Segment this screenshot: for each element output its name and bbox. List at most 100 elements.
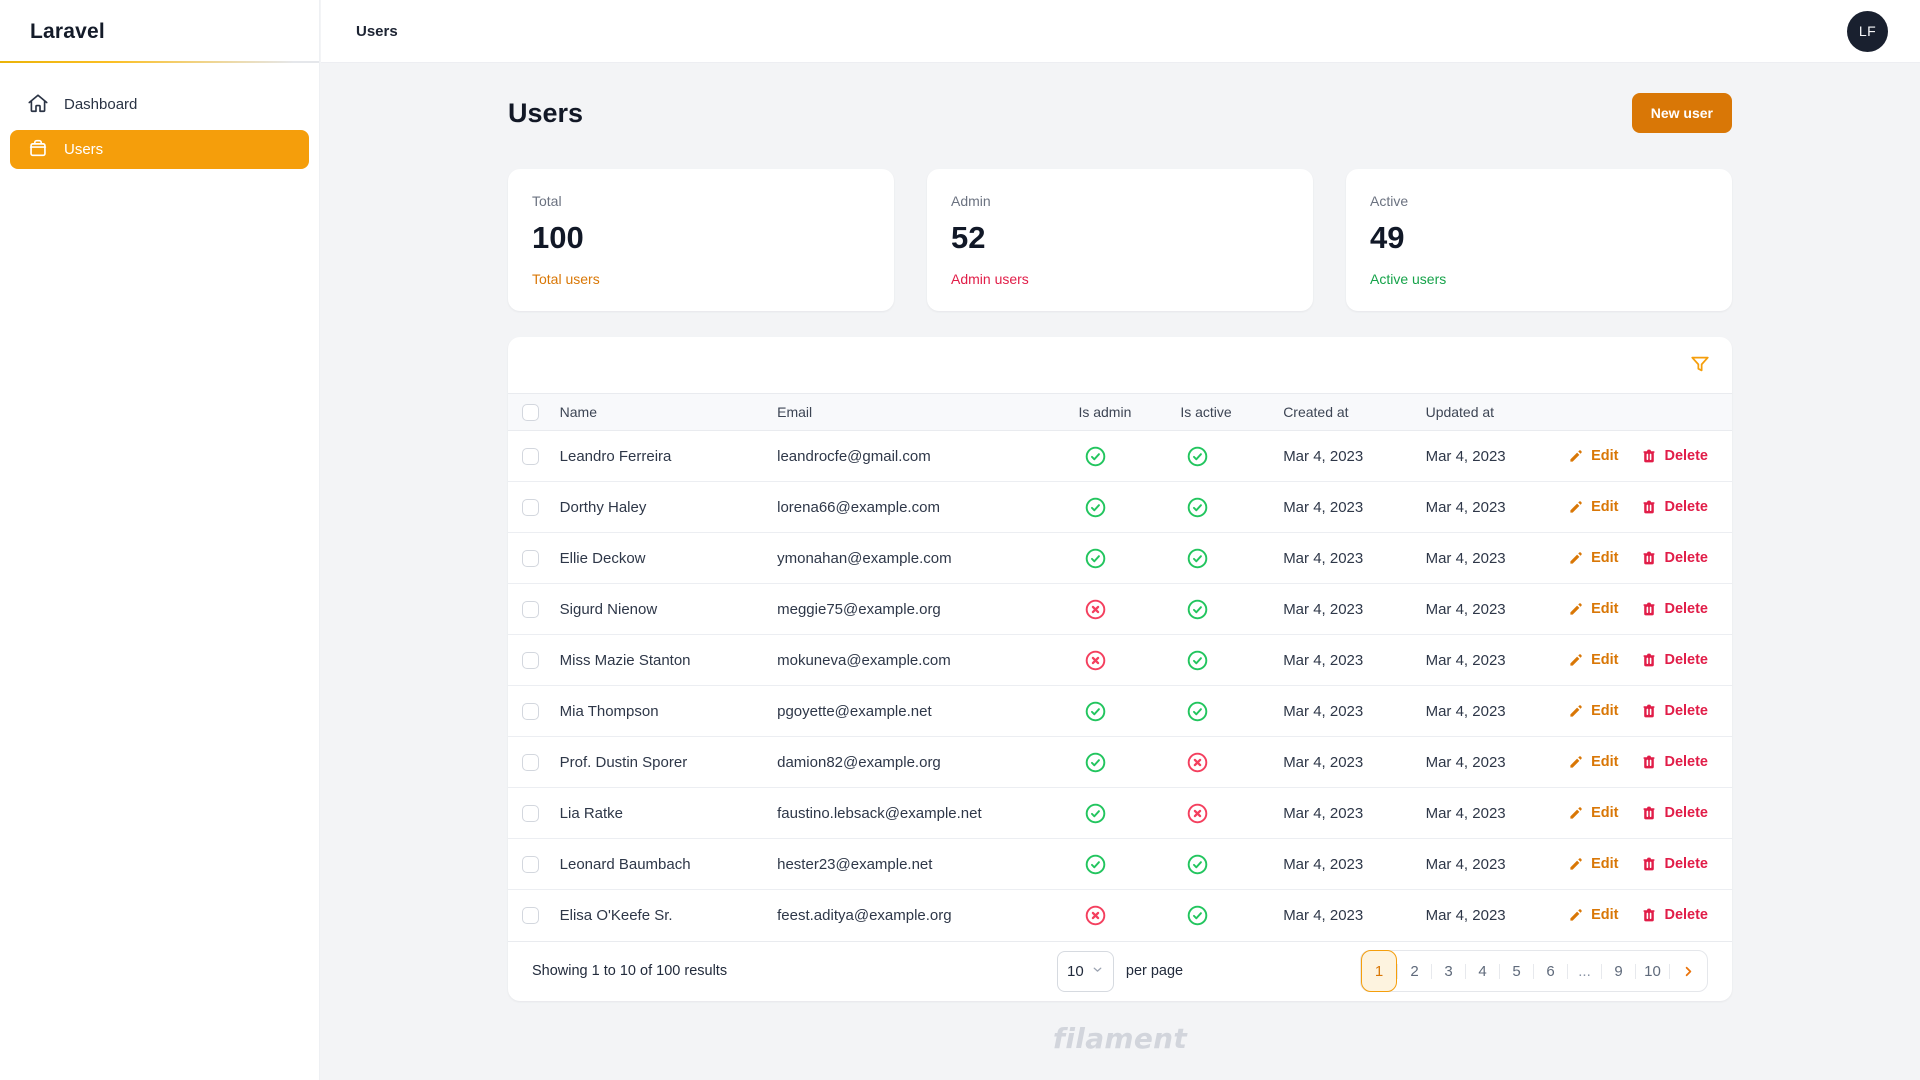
- cell-email: leandrocfe@gmail.com: [777, 430, 1079, 482]
- select-all-checkbox[interactable]: [522, 403, 539, 421]
- cell-updated-at: Mar 4, 2023: [1425, 906, 1506, 924]
- edit-button[interactable]: Edit: [1568, 601, 1618, 617]
- delete-button[interactable]: Delete: [1641, 754, 1708, 770]
- edit-button[interactable]: Edit: [1568, 703, 1618, 719]
- edit-button[interactable]: Edit: [1568, 754, 1618, 770]
- edit-button[interactable]: Edit: [1568, 652, 1618, 668]
- pager-divider: [1431, 963, 1432, 979]
- funnel-icon: [1689, 353, 1711, 378]
- pager-divider: [1567, 963, 1568, 979]
- check-circle-icon: [1084, 445, 1107, 468]
- column-header-name[interactable]: Name: [559, 393, 778, 431]
- pencil-icon: [1568, 907, 1584, 923]
- cell-name: Dorthy Haley: [559, 481, 778, 533]
- cell-is-admin: [1078, 481, 1181, 533]
- cell-name: Leonard Baumbach: [559, 838, 778, 890]
- pager-page-4[interactable]: 4: [1478, 962, 1487, 980]
- pager-page-2[interactable]: 2: [1410, 962, 1419, 980]
- delete-button[interactable]: Delete: [1641, 448, 1708, 464]
- filter-button[interactable]: [1685, 349, 1715, 382]
- edit-button[interactable]: Edit: [1568, 499, 1618, 515]
- check-circle-icon: [1084, 751, 1107, 774]
- check-circle-icon: [1186, 547, 1209, 570]
- edit-button[interactable]: Edit: [1568, 805, 1618, 821]
- delete-button[interactable]: Delete: [1641, 652, 1708, 668]
- edit-button[interactable]: Edit: [1568, 856, 1618, 872]
- sidebar-item-label: Dashboard: [64, 96, 138, 113]
- table-header-row: Name Email Is admin Is active Created at…: [508, 393, 1732, 431]
- cell-created-at: Mar 4, 2023: [1283, 787, 1426, 839]
- stat-label: Total: [532, 193, 562, 209]
- check-circle-icon: [1186, 853, 1209, 876]
- delete-button[interactable]: Delete: [1641, 703, 1708, 719]
- pager-divider: [1465, 963, 1466, 979]
- trash-icon: [1641, 703, 1657, 719]
- per-page-select[interactable]: 10: [1056, 950, 1114, 992]
- cell-is-admin: [1078, 532, 1181, 584]
- cell-created-at: Mar 4, 2023: [1283, 481, 1426, 533]
- edit-button[interactable]: Edit: [1568, 550, 1618, 566]
- new-user-button[interactable]: New user: [1631, 93, 1732, 133]
- check-circle-icon: [1084, 496, 1107, 519]
- trash-icon: [1641, 499, 1657, 515]
- column-header-email[interactable]: Email: [777, 393, 1079, 431]
- pager-page-9[interactable]: 9: [1614, 962, 1623, 980]
- cell-created-at: Mar 4, 2023: [1283, 838, 1426, 890]
- row-checkbox[interactable]: [522, 447, 539, 465]
- row-checkbox[interactable]: [522, 907, 539, 925]
- table-row: Sigurd Nienow meggie75@example.org Mar 4, …: [508, 583, 1732, 635]
- edit-button[interactable]: Edit: [1568, 907, 1618, 923]
- filament-watermark: filament: [1052, 1021, 1188, 1055]
- pager-page-5[interactable]: 5: [1512, 962, 1521, 980]
- cell-is-admin: [1078, 736, 1181, 788]
- delete-button[interactable]: Delete: [1641, 856, 1708, 872]
- delete-button[interactable]: Delete: [1641, 499, 1708, 515]
- pager-page-6[interactable]: 6: [1546, 962, 1555, 980]
- row-checkbox[interactable]: [522, 651, 539, 669]
- avatar[interactable]: LF: [1847, 10, 1888, 52]
- pager-page-1[interactable]: 1: [1361, 950, 1397, 992]
- cell-email: mokuneva@example.com: [777, 634, 1079, 686]
- row-checkbox[interactable]: [522, 804, 539, 822]
- pencil-icon: [1568, 754, 1584, 770]
- row-checkbox[interactable]: [522, 855, 539, 873]
- table-row: Ellie Deckow ymonahan@example.com Mar 4, 2…: [508, 532, 1732, 584]
- row-checkbox[interactable]: [522, 753, 539, 771]
- table-row: Prof. Dustin Sporer damion82@example.org M…: [508, 736, 1732, 788]
- cell-updated-at: Mar 4, 2023: [1425, 685, 1569, 737]
- pager-next-button[interactable]: [1670, 964, 1707, 979]
- row-checkbox[interactable]: [522, 549, 539, 567]
- delete-button[interactable]: Delete: [1641, 805, 1708, 821]
- column-header-is-active[interactable]: Is active: [1180, 393, 1284, 431]
- check-circle-icon: [1084, 700, 1107, 723]
- row-checkbox[interactable]: [522, 498, 539, 516]
- row-checkbox[interactable]: [522, 702, 539, 720]
- cell-email: faustino.lebsack@example.net: [777, 787, 1079, 839]
- sidebar-item-users[interactable]: Users: [10, 130, 309, 169]
- column-header-is-admin[interactable]: Is admin: [1078, 393, 1181, 431]
- sidebar-item-dashboard[interactable]: Dashboard: [10, 85, 309, 124]
- delete-button[interactable]: Delete: [1641, 907, 1708, 923]
- delete-button[interactable]: Delete: [1641, 601, 1708, 617]
- pager-page-10[interactable]: 10: [1644, 962, 1661, 980]
- cell-is-active: [1180, 634, 1284, 686]
- pager-page-3[interactable]: 3: [1444, 962, 1453, 980]
- column-header-created-at[interactable]: Created at: [1283, 393, 1426, 431]
- breadcrumb[interactable]: Users: [356, 22, 398, 40]
- stat-description: Admin users: [951, 271, 1029, 287]
- cell-is-active: [1180, 787, 1284, 839]
- cell-is-active: [1180, 890, 1283, 941]
- table-row: Miss Mazie Stanton mokuneva@example.com Ma…: [508, 634, 1732, 686]
- pencil-icon: [1568, 805, 1584, 821]
- cell-is-active: [1180, 685, 1284, 737]
- row-checkbox[interactable]: [522, 600, 539, 618]
- sidebar-item-label: Users: [64, 141, 104, 158]
- cell-updated-at: Mar 4, 2023: [1425, 430, 1569, 482]
- column-header-actions: [1568, 393, 1732, 431]
- pager-divider: [1635, 963, 1636, 979]
- table-row: Elisa O'Keefe Sr. feest.aditya@example.or…: [508, 890, 1732, 941]
- delete-button[interactable]: Delete: [1641, 550, 1708, 566]
- cell-is-admin: [1078, 685, 1181, 737]
- edit-button[interactable]: Edit: [1568, 448, 1618, 464]
- column-header-updated-at[interactable]: Updated at: [1425, 393, 1569, 431]
